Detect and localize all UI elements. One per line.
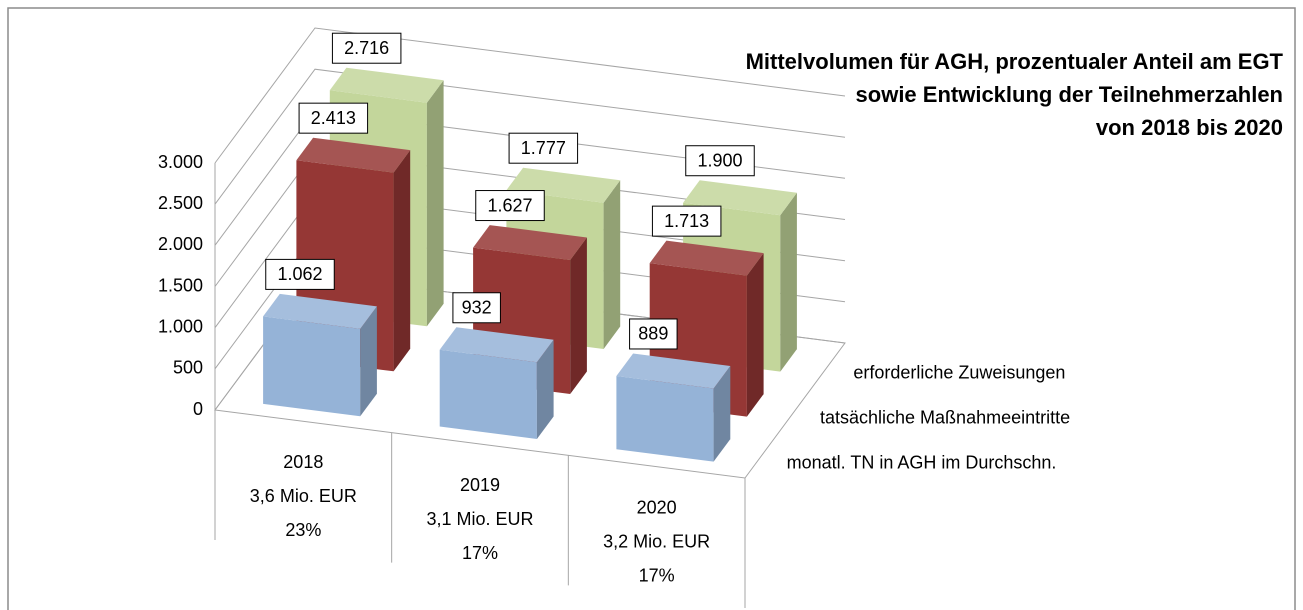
bar-top xyxy=(616,353,731,389)
data-label-box xyxy=(298,102,369,134)
bar-top xyxy=(263,293,377,329)
y-tick-label: 1.000 xyxy=(158,316,203,336)
data-label-box xyxy=(331,32,402,64)
x-tick-label: 3,1 Mio. EUR xyxy=(426,509,533,529)
chart-title: sowie Entwicklung der Teilnehmerzahlen xyxy=(856,82,1283,107)
series-label: tatsächliche Maßnahmeeintritte xyxy=(820,407,1070,427)
chart-title: von 2018 bis 2020 xyxy=(1096,115,1283,140)
data-label-box xyxy=(685,145,755,177)
chart-title: Mittelvolumen für AGH, prozentualer Ante… xyxy=(746,49,1284,74)
x-tick-label: 2020 xyxy=(637,497,677,517)
data-label: 2.413 xyxy=(311,108,356,128)
data-label-box xyxy=(452,292,501,324)
x-tick-label: 2018 xyxy=(283,452,323,472)
data-label: 889 xyxy=(638,324,668,344)
bar-front xyxy=(439,349,537,439)
bar-top xyxy=(473,225,587,260)
data-label: 932 xyxy=(462,298,492,318)
data-label: 1.627 xyxy=(487,195,532,215)
y-tick-label: 0 xyxy=(193,399,203,419)
bar-top xyxy=(683,180,797,216)
bar-top xyxy=(439,327,554,363)
series-label: erforderliche Zuweisungen xyxy=(853,362,1065,382)
y-tick-label: 3.000 xyxy=(158,152,203,172)
bar-side xyxy=(780,192,797,372)
data-label: 1.900 xyxy=(697,150,742,170)
data-label: 1.062 xyxy=(277,264,322,284)
x-tick-label: 2019 xyxy=(460,475,500,495)
x-tick-label: 17% xyxy=(639,565,675,585)
bar-top xyxy=(649,240,764,276)
series-label: monatl. TN in AGH im Durchschn. xyxy=(787,452,1057,472)
y-tick-label: 1.500 xyxy=(158,275,203,295)
data-label: 1.713 xyxy=(664,211,709,231)
bar-side xyxy=(603,180,621,349)
bar-side xyxy=(746,253,764,417)
data-label-box xyxy=(475,190,545,222)
x-tick-label: 3,6 Mio. EUR xyxy=(250,486,357,506)
data-label-box xyxy=(629,318,678,350)
data-label-box xyxy=(651,205,722,237)
data-label: 2.716 xyxy=(344,38,389,58)
bar-side xyxy=(570,237,587,394)
bar-top xyxy=(329,67,444,103)
y-tick-label: 2.000 xyxy=(158,234,203,254)
data-label-box xyxy=(265,258,335,290)
bar-side xyxy=(426,80,444,327)
grid-line xyxy=(214,27,846,164)
x-tick-label: 3,2 Mio. EUR xyxy=(603,531,710,551)
bar-front xyxy=(616,376,714,462)
data-label-box xyxy=(508,132,579,164)
bar-top xyxy=(296,137,411,173)
x-tick-label: 17% xyxy=(462,543,498,563)
data-label: 1.777 xyxy=(521,138,566,158)
y-tick-label: 2.500 xyxy=(158,193,203,213)
bar-side xyxy=(360,306,377,417)
bar-side xyxy=(393,150,411,372)
x-tick-label: 23% xyxy=(285,520,321,540)
bar-side xyxy=(713,366,731,462)
grid-line xyxy=(214,68,846,205)
y-tick-label: 500 xyxy=(173,358,203,378)
bar-top xyxy=(506,167,621,203)
bar-side xyxy=(536,339,554,439)
bar-front xyxy=(263,316,361,417)
